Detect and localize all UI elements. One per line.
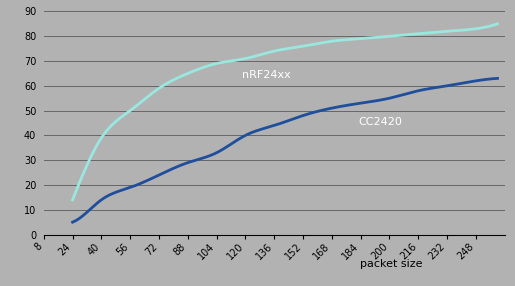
Text: packet size: packet size [360, 259, 422, 269]
Text: nRF24xx: nRF24xx [242, 70, 290, 80]
Text: CC2420: CC2420 [359, 118, 403, 128]
